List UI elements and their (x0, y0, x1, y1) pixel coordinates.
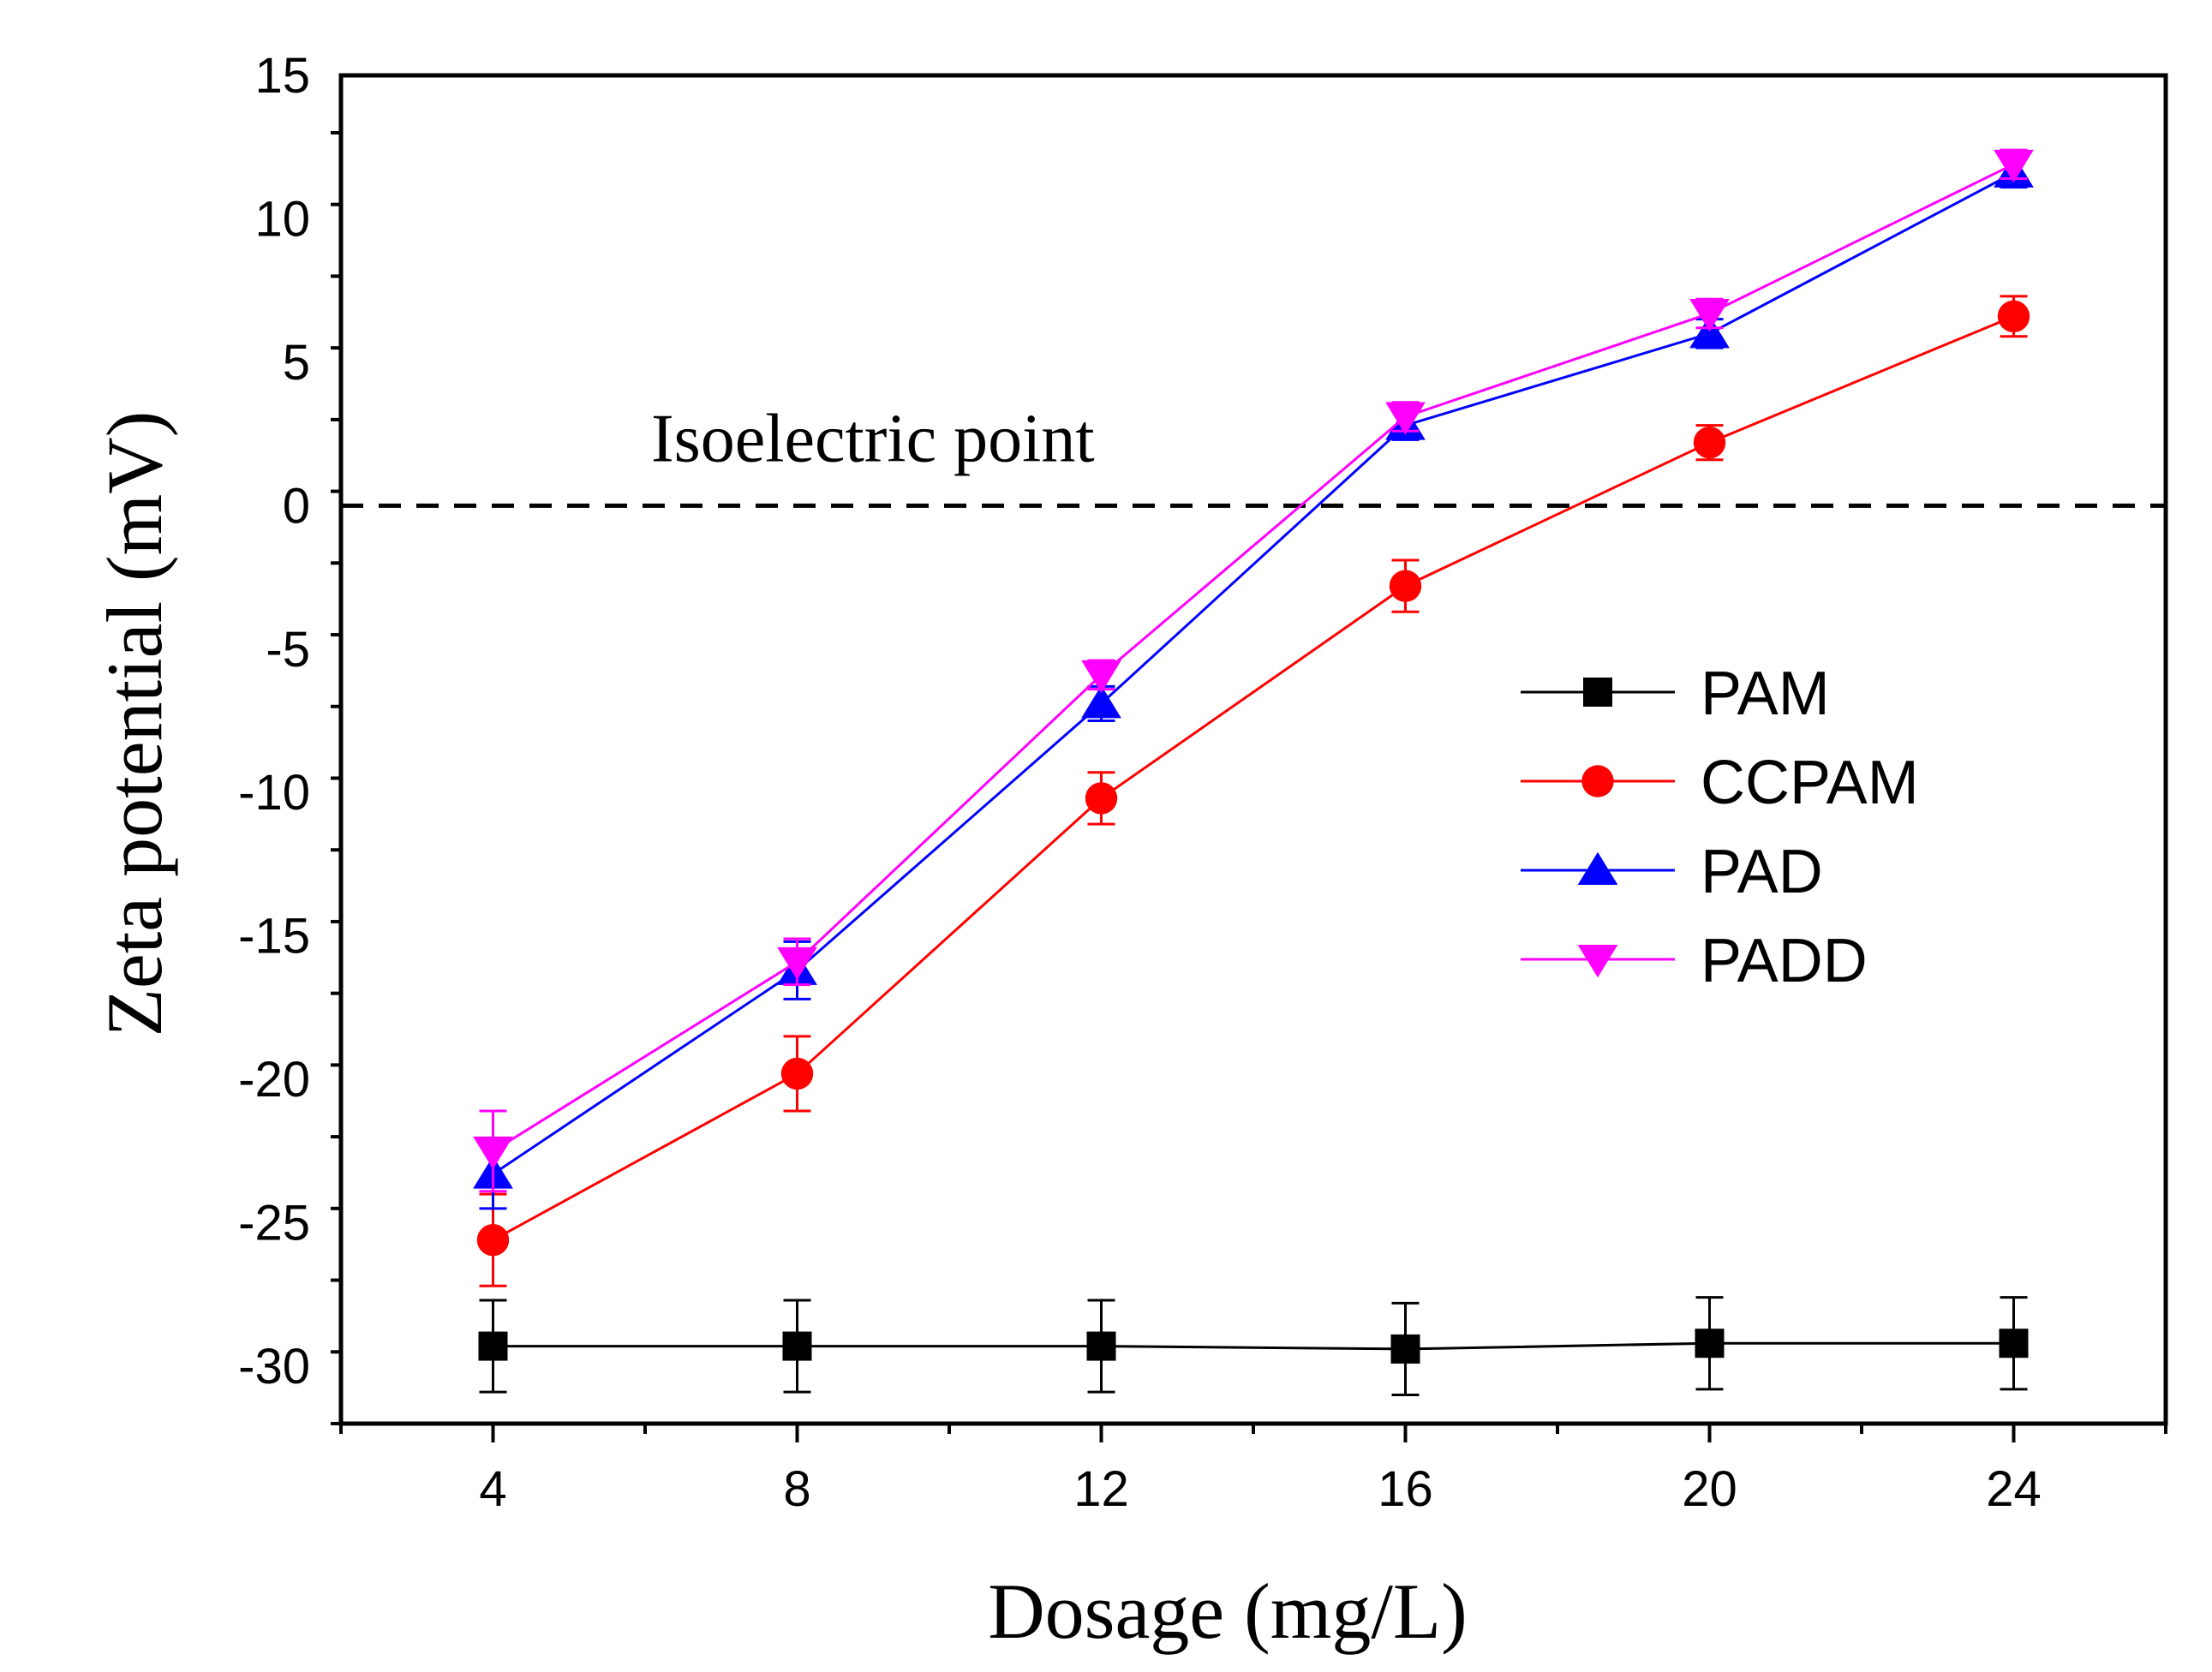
data-point (1081, 685, 1121, 719)
x-tick-label: 12 (1073, 1461, 1129, 1517)
y-tick-label: -15 (238, 909, 310, 964)
y-tick-label: -30 (238, 1339, 310, 1394)
series-line-padd (492, 163, 2015, 1153)
legend-item-pad: PAD (1521, 838, 1823, 906)
data-point (777, 946, 817, 981)
data-point (1689, 315, 1730, 349)
series-ccpam (476, 295, 2030, 1287)
legend-item-padd: PADD (1521, 927, 1868, 995)
legend: PAM CCPAM PAD PADD (1521, 660, 1919, 995)
data-point (780, 1057, 814, 1090)
series-line-pad (492, 171, 2015, 1175)
data-point (1086, 1331, 1116, 1361)
series-line-pam (493, 1341, 2014, 1351)
data-point (478, 1331, 508, 1361)
legend-marker (1583, 678, 1612, 707)
legend-label: PADD (1701, 927, 1868, 995)
data-point (1693, 426, 1726, 459)
axes: 15 10 5 0 -5 -10 -15 -20 -25 -30 4 8 12 16 20 24 (238, 48, 2168, 1517)
data-point (1997, 300, 2030, 333)
legend-label: PAM (1701, 660, 1830, 728)
x-tick-label: 20 (1682, 1461, 1737, 1517)
legend-label: PAD (1701, 838, 1823, 906)
series-line-ccpam (492, 314, 2015, 1241)
legend-item-ccpam: CCPAM (1521, 749, 1919, 817)
x-tick-label: 8 (783, 1461, 810, 1517)
plot-area (341, 148, 2166, 1397)
data-point (1385, 402, 1426, 435)
y-tick-label: -5 (266, 622, 310, 678)
data-point (473, 1136, 513, 1170)
series-pam (478, 1296, 2029, 1397)
isoelectric-point-label: Isoelectric point (651, 401, 1095, 476)
y-tick-label: 10 (254, 191, 310, 247)
y-tick-label: -20 (238, 1052, 310, 1108)
x-tick-label: 4 (479, 1461, 506, 1517)
x-tick-label: 16 (1378, 1461, 1433, 1517)
x-axis-title: Dosage (mg/L) (988, 1568, 1468, 1655)
legend-marker (1581, 765, 1614, 797)
data-point (1999, 1329, 2029, 1358)
data-point (1389, 570, 1422, 602)
y-tick-label: 0 (283, 478, 310, 534)
data-point (782, 1331, 812, 1361)
x-tick-label: 24 (1986, 1461, 2042, 1517)
legend-marker (1577, 945, 1618, 978)
data-point (1081, 660, 1121, 694)
y-tick-label: -10 (238, 765, 310, 821)
data-point (1695, 1329, 1725, 1358)
data-point (1085, 782, 1118, 815)
series-padd (473, 148, 2034, 1193)
data-point (1994, 149, 2034, 183)
y-tick-label: 15 (254, 48, 310, 104)
y-tick-label: -25 (238, 1196, 310, 1251)
data-point (476, 1223, 510, 1257)
legend-item-pam: PAM (1521, 660, 1830, 728)
y-axis-title: Zeta potential (mV) (91, 411, 178, 1037)
data-point (1689, 298, 1730, 332)
legend-label: CCPAM (1701, 749, 1919, 817)
data-point (1390, 1334, 1420, 1364)
y-tick-label: 5 (283, 335, 310, 391)
legend-marker (1577, 851, 1618, 885)
